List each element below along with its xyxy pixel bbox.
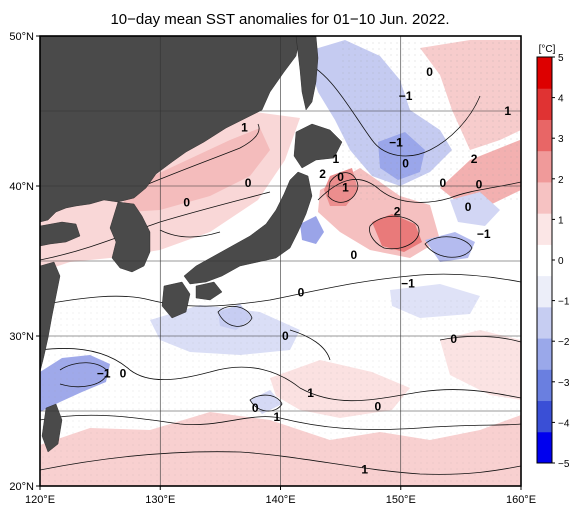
shandong <box>40 221 81 247</box>
contour-label: 1 <box>241 121 248 135</box>
colorbar-tick-label: −5 <box>558 459 570 470</box>
lon-tick-label: 160°E <box>506 494 536 506</box>
contour-label: 0 <box>183 196 190 210</box>
cold-patch-east-2 <box>450 192 500 226</box>
contour-label: −1 <box>389 136 403 150</box>
contour-label: 0 <box>465 200 472 214</box>
lat-tick-label: 30°N <box>9 331 34 343</box>
contour-label: 0 <box>282 329 289 343</box>
lat-tick-label: 20°N <box>9 481 34 493</box>
asian-continent <box>40 36 301 223</box>
contour-label: 0 <box>375 400 382 414</box>
colorbar-tick-label: 5 <box>558 53 564 64</box>
colorbar-tick-label: 4 <box>558 94 564 105</box>
contour-label: 0 <box>245 176 252 190</box>
colorbar-swatch <box>537 431 552 464</box>
contour-label: 1 <box>504 104 511 118</box>
colorbar-swatch <box>537 213 552 245</box>
hokkaido <box>293 123 343 169</box>
land-masses <box>40 36 343 453</box>
taiwan <box>41 403 63 453</box>
china-coast-east <box>40 261 61 373</box>
figure-title: 10−day mean SST anomalies for 01−10 Jun.… <box>110 11 449 28</box>
lon-tick-label: 130°E <box>145 494 175 506</box>
colorbar-tick-label: 2 <box>558 175 564 186</box>
contour-label: −1 <box>401 277 415 291</box>
colorbar-ticks: 5 4 3 2 1 0 −1 −2 −3 −4 −5 <box>552 53 570 470</box>
contour-label: 2 <box>319 167 326 181</box>
contour-label: −1 <box>477 227 491 241</box>
lat-tick-label: 50°N <box>9 31 34 43</box>
contour-label: −1 <box>97 367 111 381</box>
contour-label: 1 <box>361 463 368 477</box>
colorbar-swatch <box>537 57 552 89</box>
colorbar-swatch <box>537 400 552 433</box>
lon-tick-label: 120°E <box>25 494 55 506</box>
contour-label: 1 <box>307 386 314 400</box>
colorbar-tick-label: −1 <box>558 297 570 308</box>
contour-label: 0 <box>402 157 409 171</box>
colorbar-swatch <box>537 275 552 308</box>
contour-label: 1 <box>342 181 349 195</box>
contour-label: 0 <box>252 401 259 415</box>
shikoku <box>195 281 223 301</box>
warm-patch-japan-sea <box>120 128 270 212</box>
colorbar-tick-label: 3 <box>558 134 564 145</box>
colorbar-swatch <box>537 338 552 370</box>
sakhalin <box>295 36 319 111</box>
contour-label: −1 <box>399 89 413 103</box>
colorbar-swatch <box>537 119 552 152</box>
longitude-ticks: 120°E 130°E 140°E 150°E 160°E <box>25 486 536 506</box>
colorbar-swatch <box>537 150 552 183</box>
contour-label: 0 <box>476 178 483 192</box>
cold-patch-sanriku <box>300 216 324 244</box>
honshu <box>183 171 313 285</box>
contour-label: 0 <box>351 248 358 262</box>
colorbar-tick-label: −3 <box>558 378 570 389</box>
lon-tick-label: 150°E <box>386 494 416 506</box>
contour-label: 2 <box>394 205 401 219</box>
latitude-ticks: 20°N 30°N 40°N 50°N <box>9 31 40 493</box>
colorbar-unit: [°C] <box>539 44 556 55</box>
colorbar: [°C] 5 4 3 2 1 0 −1 −2 −3 −4 −5 <box>536 44 570 470</box>
colorbar-swatch <box>537 244 552 277</box>
texture-overlay <box>340 40 521 200</box>
graticule <box>40 36 521 486</box>
contour-label: 0 <box>120 367 127 381</box>
colorbar-swatch <box>537 306 552 339</box>
contour-label: 1 <box>332 152 339 166</box>
contour-label: 0 <box>298 286 305 300</box>
colorbar-swatches <box>537 57 552 464</box>
lon-tick-label: 140°E <box>265 494 295 506</box>
contour-label: 0 <box>337 170 344 184</box>
warm-core-1 <box>372 214 422 252</box>
colorbar-swatch <box>537 181 552 214</box>
contour-label: 0 <box>426 65 433 79</box>
korean-peninsula <box>109 201 151 273</box>
contour-label: 0 <box>450 332 457 346</box>
contour-label: 1 <box>274 410 281 424</box>
colorbar-swatch <box>537 369 552 402</box>
contour-label: 0 <box>439 176 446 190</box>
colorbar-tick-label: 1 <box>558 215 564 226</box>
colorbar-tick-label: −4 <box>558 418 570 429</box>
colorbar-swatch <box>537 88 552 120</box>
colorbar-tick-label: 0 <box>558 256 564 267</box>
colorbar-tick-label: −2 <box>558 337 570 348</box>
kyushu <box>161 281 191 319</box>
lat-tick-label: 40°N <box>9 181 34 193</box>
contour-label: 2 <box>471 152 478 166</box>
